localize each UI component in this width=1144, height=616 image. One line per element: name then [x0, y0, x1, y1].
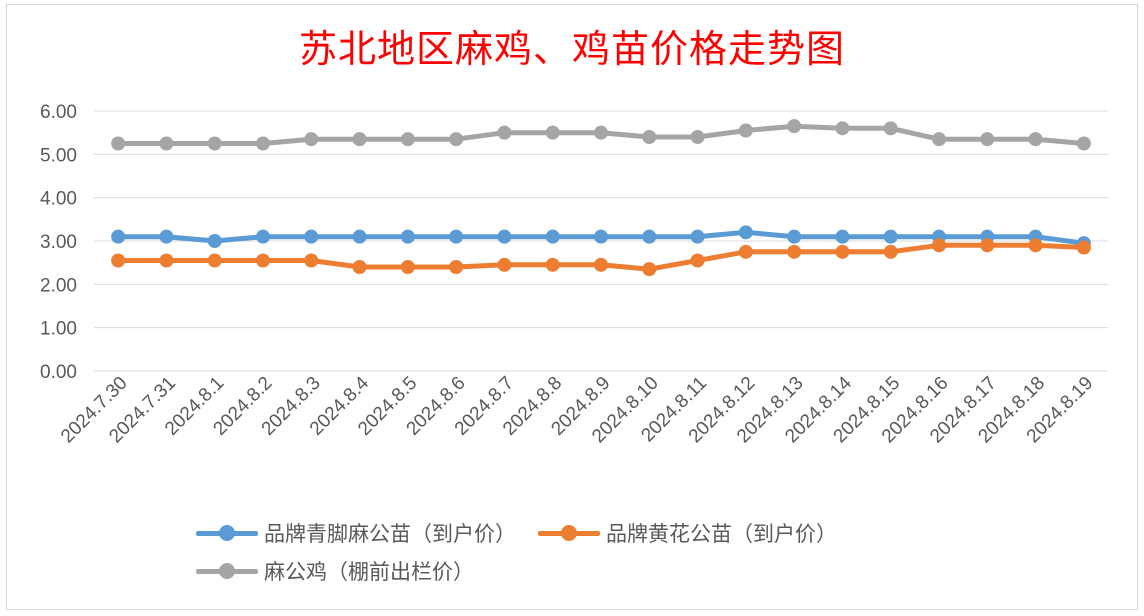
- data-point-series-3-7: [449, 132, 464, 147]
- data-point-series-1-14: [787, 229, 802, 244]
- legend-marker-series-2: [538, 523, 600, 543]
- data-point-series-3-13: [738, 123, 753, 138]
- legend-row-1: 品牌青脚麻公苗（到户价） 品牌黄花公苗（到户价）: [196, 514, 956, 552]
- data-point-series-2-9: [545, 257, 560, 272]
- data-point-series-3-14: [787, 119, 802, 134]
- data-point-series-2-13: [738, 244, 753, 259]
- data-point-series-1-4: [304, 229, 319, 244]
- y-tick-label-3: 3.00: [40, 232, 77, 253]
- data-point-series-3-5: [352, 132, 367, 147]
- data-point-series-2-2: [207, 253, 222, 268]
- legend-row-2: 麻公鸡（棚前出栏价）: [196, 552, 956, 590]
- data-point-series-2-8: [497, 257, 512, 272]
- y-tick-label-4: 4.00: [40, 189, 77, 210]
- data-point-series-3-15: [835, 121, 850, 136]
- legend-label-series-2: 品牌黄花公苗（到户价）: [606, 522, 837, 546]
- data-point-series-2-20: [1076, 240, 1091, 255]
- legend-label-series-1: 品牌青脚麻公苗（到户价）: [264, 522, 516, 546]
- data-point-series-2-0: [111, 253, 126, 268]
- data-point-series-2-11: [642, 262, 657, 277]
- data-point-series-3-18: [980, 132, 995, 147]
- data-point-series-3-20: [1076, 136, 1091, 151]
- y-tick-label-0: 0.00: [40, 362, 77, 383]
- data-point-series-2-6: [400, 260, 415, 274]
- data-point-series-1-6: [400, 229, 415, 244]
- data-point-series-3-3: [256, 136, 270, 151]
- data-point-series-2-4: [304, 253, 319, 268]
- data-point-series-3-12: [690, 130, 705, 144]
- data-point-series-3-19: [1028, 132, 1043, 147]
- data-point-series-1-2: [207, 234, 222, 248]
- data-point-series-2-14: [787, 244, 802, 259]
- data-point-series-2-16: [883, 244, 898, 259]
- legend-label-series-3: 麻公鸡（棚前出栏价）: [264, 560, 474, 584]
- data-point-series-2-12: [690, 253, 705, 268]
- data-point-series-1-15: [835, 229, 850, 244]
- y-tick-label-5: 5.00: [40, 145, 77, 166]
- data-point-series-3-9: [545, 125, 560, 140]
- legend-marker-series-1: [196, 523, 258, 543]
- y-tick-label-6: 6.00: [40, 102, 77, 123]
- data-point-series-1-3: [256, 229, 270, 244]
- data-point-series-3-10: [594, 125, 608, 140]
- data-point-series-2-7: [449, 260, 464, 274]
- data-point-series-1-11: [642, 229, 657, 244]
- data-point-series-2-5: [352, 260, 367, 274]
- data-point-series-3-8: [497, 125, 512, 140]
- chart-title: 苏北地区麻鸡、鸡苗价格走势图: [298, 27, 845, 71]
- y-tick-label-2: 2.00: [40, 275, 77, 296]
- data-point-series-3-0: [111, 136, 126, 151]
- y-tick-label-1: 1.00: [40, 319, 77, 340]
- data-point-series-2-15: [835, 244, 850, 259]
- data-point-series-1-16: [883, 229, 898, 244]
- data-point-series-3-1: [159, 136, 174, 151]
- data-point-series-3-2: [207, 136, 222, 151]
- data-point-series-2-3: [256, 253, 270, 268]
- legend-item-series-2: 品牌黄花公苗（到户价）: [538, 518, 837, 548]
- data-point-series-3-16: [883, 121, 898, 136]
- data-point-series-1-0: [111, 229, 126, 244]
- data-point-series-1-10: [594, 229, 608, 244]
- data-point-series-1-9: [545, 229, 560, 244]
- data-point-series-1-8: [497, 229, 512, 244]
- data-point-series-2-19: [1028, 238, 1043, 253]
- data-point-series-2-1: [159, 253, 174, 268]
- data-point-series-1-1: [159, 229, 174, 244]
- data-point-series-2-18: [980, 238, 995, 253]
- chart-area: [6, 4, 1138, 610]
- data-point-series-3-6: [400, 132, 415, 147]
- data-point-series-1-12: [690, 229, 705, 244]
- legend-item-series-1: 品牌青脚麻公苗（到户价）: [196, 518, 516, 548]
- data-point-series-1-5: [352, 229, 367, 244]
- data-point-series-1-7: [449, 229, 464, 244]
- data-point-series-1-13: [738, 225, 753, 240]
- legend-item-series-3: 麻公鸡（棚前出栏价）: [196, 556, 474, 586]
- data-point-series-2-10: [594, 257, 608, 272]
- data-point-series-3-11: [642, 130, 657, 144]
- chart-legend: 品牌青脚麻公苗（到户价） 品牌黄花公苗（到户价） 麻公鸡（棚前出栏价）: [196, 514, 956, 590]
- data-point-series-2-17: [932, 238, 946, 253]
- data-point-series-3-4: [304, 132, 319, 147]
- data-point-series-3-17: [932, 132, 946, 147]
- legend-marker-series-3: [196, 561, 258, 581]
